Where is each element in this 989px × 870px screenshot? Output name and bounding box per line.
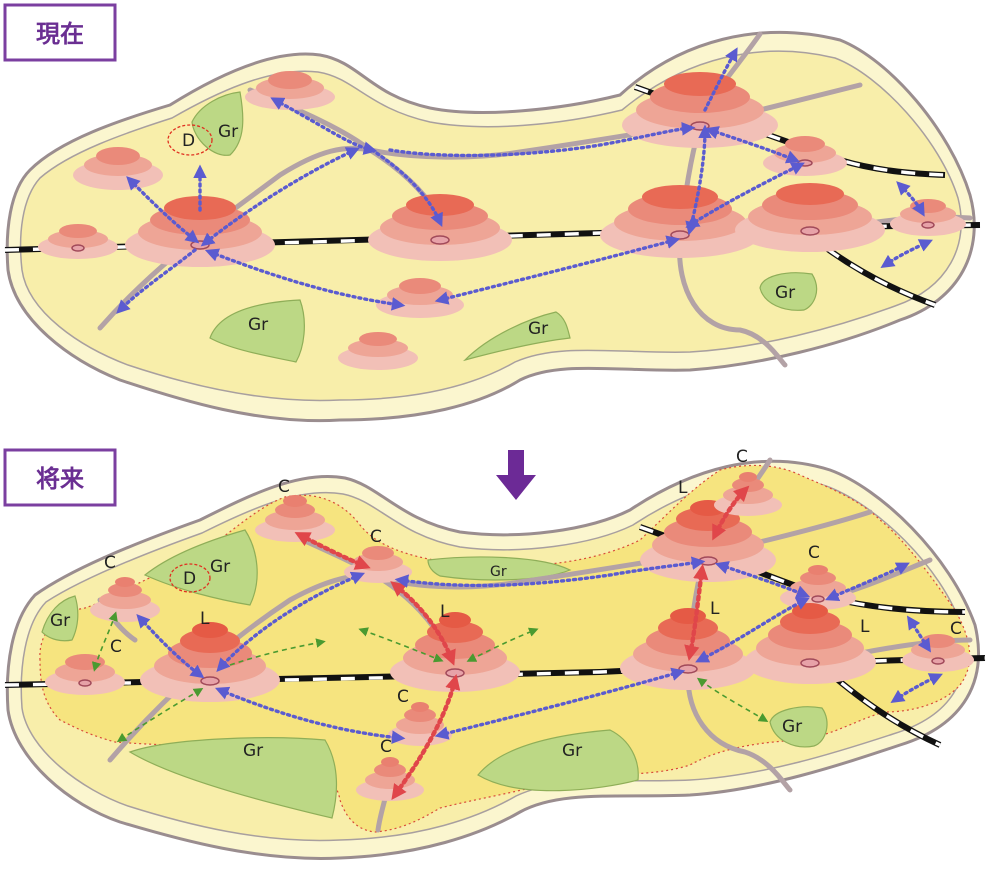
center-mound — [38, 224, 118, 259]
district-label: D — [183, 569, 196, 589]
local-center-label: L — [710, 599, 720, 619]
flow-arrows-current — [116, 47, 933, 314]
center-mound — [255, 495, 335, 542]
green-space-label: Gr — [210, 557, 230, 577]
green-space — [41, 595, 79, 642]
green-space-label: Gr — [218, 122, 238, 142]
panel-label-future: 将来 — [3, 448, 117, 507]
green-space — [759, 272, 818, 311]
community-center-label: C — [104, 553, 116, 573]
center-mound — [338, 332, 418, 370]
green-space-label: Gr — [243, 741, 263, 761]
local-center-label: L — [440, 602, 450, 622]
green-space-label: Gr — [562, 741, 582, 761]
district-marker — [169, 563, 211, 593]
district-marker — [167, 124, 213, 156]
center-mound — [622, 72, 778, 148]
panel-label-future-text: 将来 — [36, 465, 85, 493]
panel-current: 現在 Gr Gr Gr Gr D — [3, 3, 981, 423]
panel-label-current: 現在 — [3, 3, 117, 62]
green-space-label: Gr — [490, 564, 507, 580]
panel-future: 将来 Gr Gr Gr Gr Gr Gr D — [3, 447, 986, 860]
community-center-label: C — [950, 619, 962, 639]
community-center-label: C — [397, 687, 409, 707]
community-center-label: C — [380, 737, 392, 757]
green-space — [769, 706, 828, 748]
community-center-label: C — [110, 637, 122, 657]
community-center-label: C — [370, 527, 382, 547]
panel-label-current-text: 現在 — [36, 20, 84, 48]
green-space-label: Gr — [782, 717, 802, 737]
flow-arrows-future-green — [91, 611, 769, 743]
community-center-label: C — [808, 543, 820, 563]
green-space-label: Gr — [50, 611, 70, 631]
green-space-label: Gr — [248, 315, 268, 335]
community-center-label: C — [736, 447, 748, 467]
district-label: D — [182, 131, 195, 151]
center-mound — [902, 634, 974, 672]
green-space — [209, 299, 305, 363]
local-center-label: L — [678, 478, 688, 498]
local-center-label: L — [860, 617, 870, 637]
center-mound — [890, 199, 966, 236]
green-space — [477, 729, 639, 792]
community-center-label: C — [278, 477, 290, 497]
down-arrow-icon — [496, 450, 536, 500]
green-space — [191, 91, 244, 156]
flow-arrows-future-blue — [136, 556, 943, 744]
green-space-label: Gr — [528, 319, 548, 339]
green-space — [462, 311, 571, 362]
green-space-label: Gr — [775, 283, 795, 303]
green-space — [128, 737, 338, 819]
local-center-label: L — [200, 609, 210, 629]
